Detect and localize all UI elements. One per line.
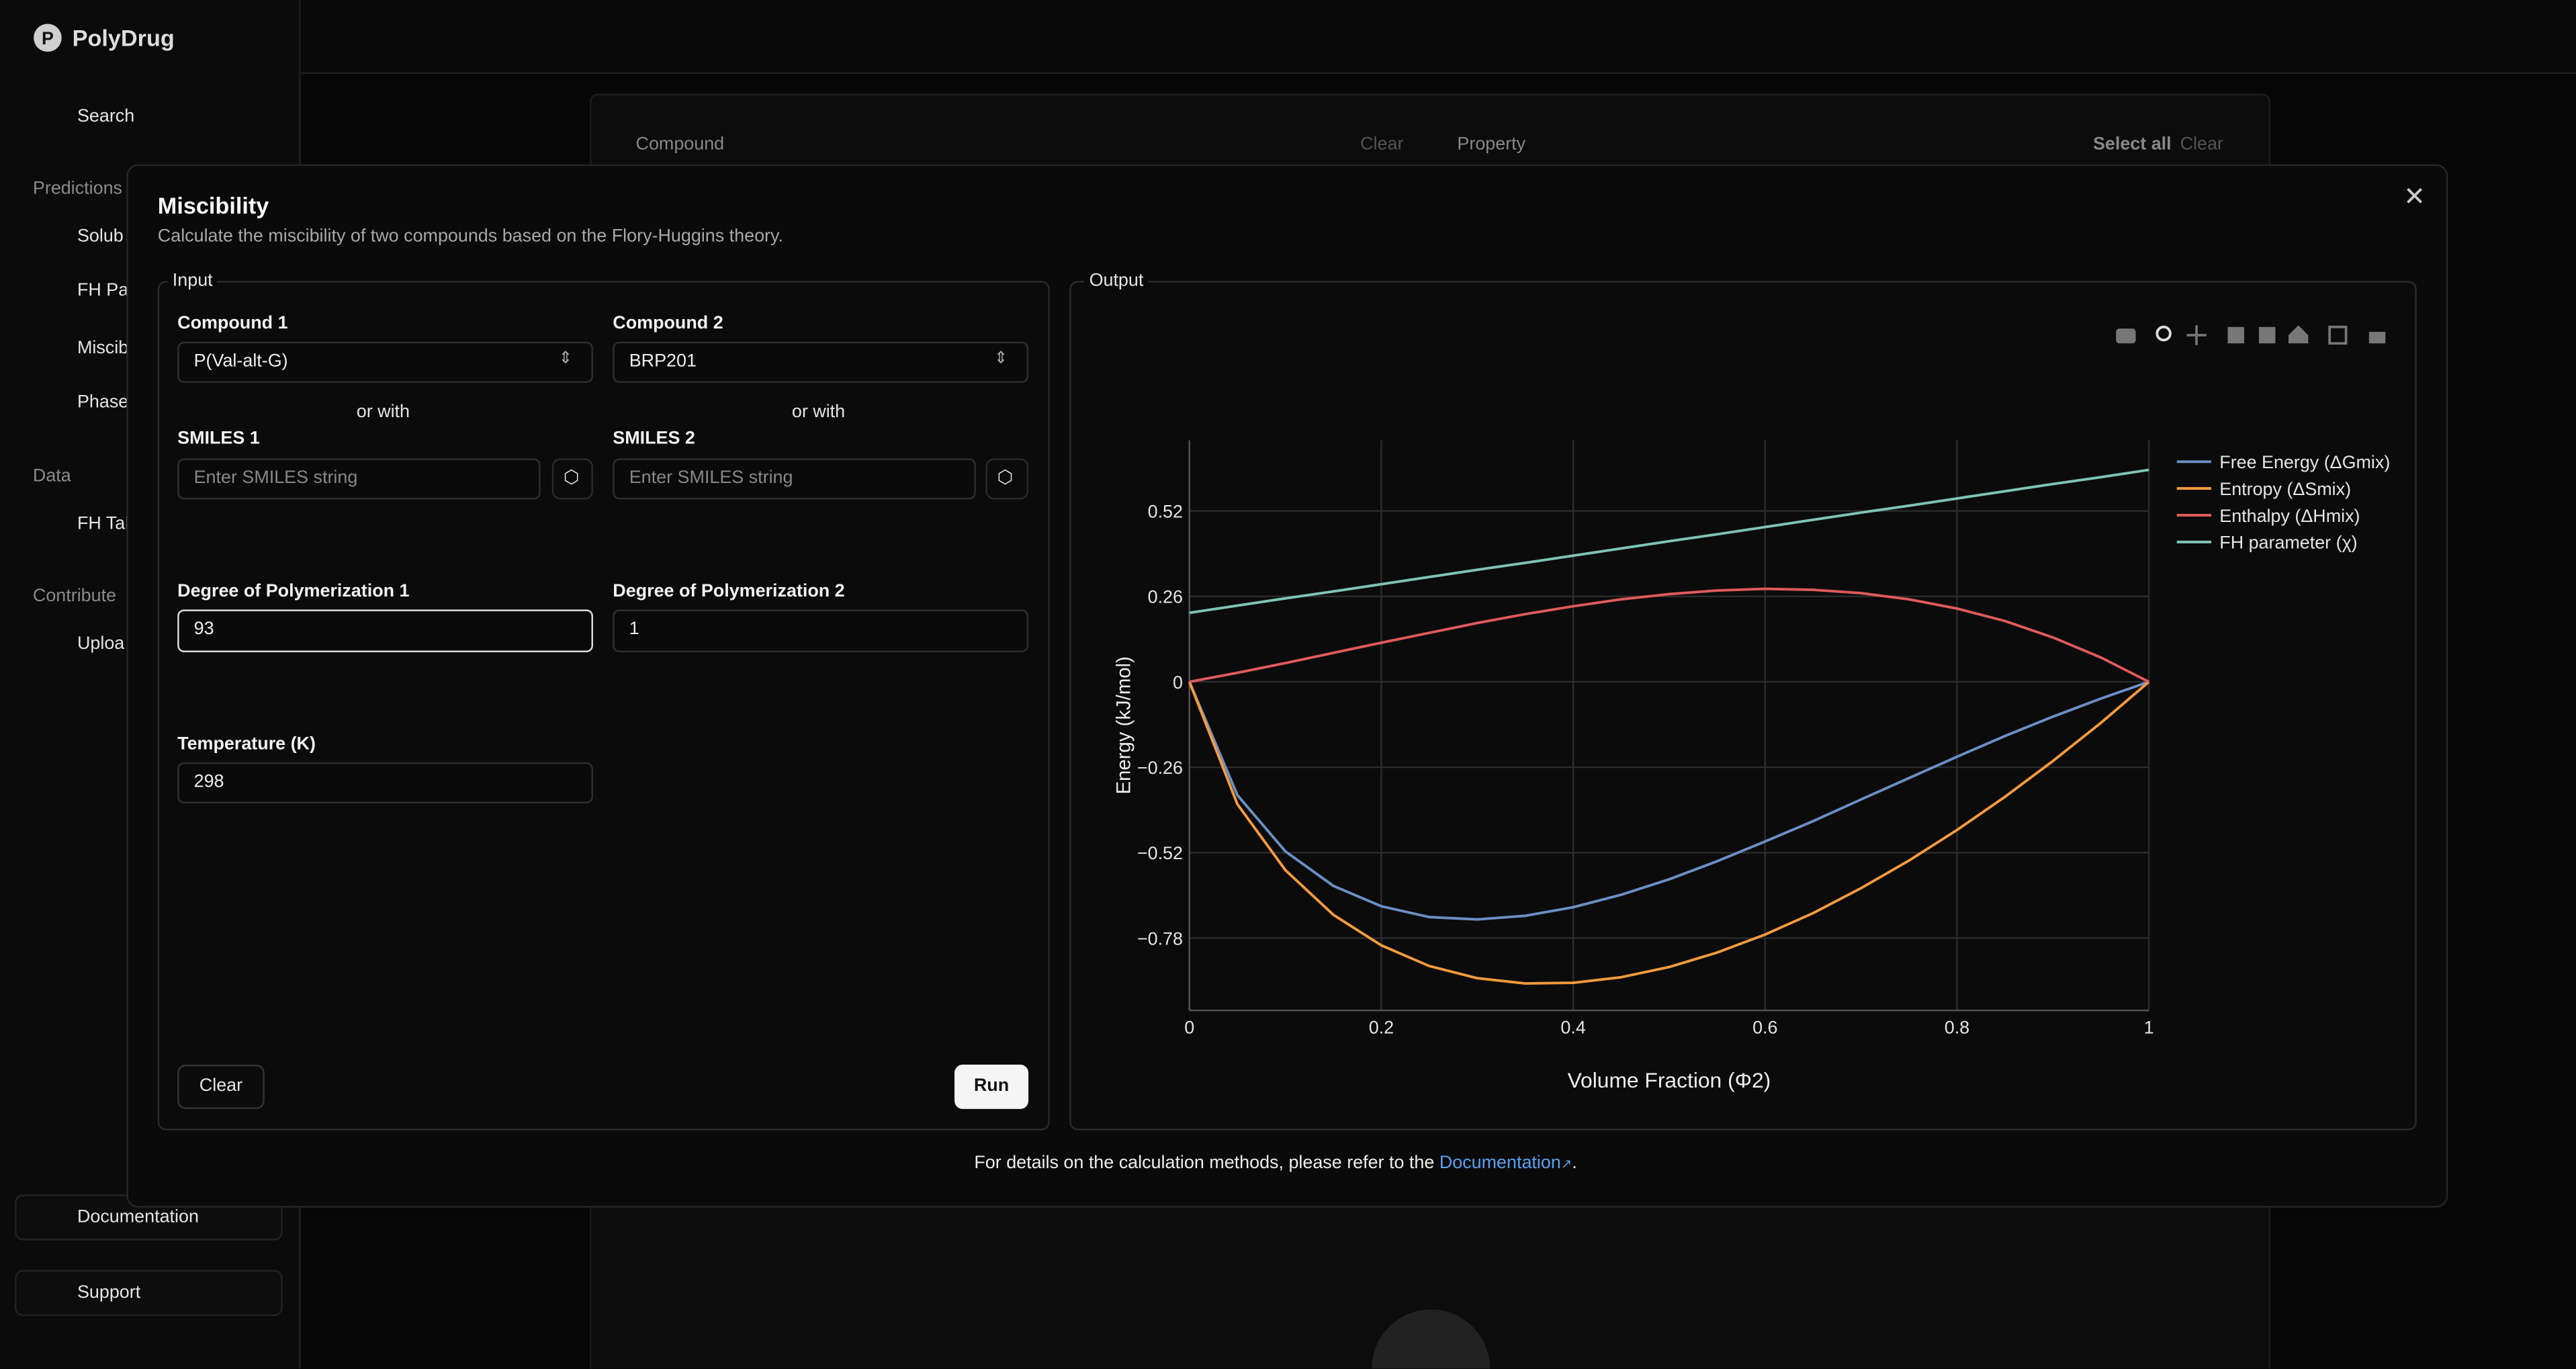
x-axis-title: Volume Fraction (Φ2) xyxy=(1568,1068,1771,1092)
nav-item[interactable]: Phase xyxy=(77,392,129,412)
mode-icon[interactable] xyxy=(2328,325,2348,345)
section: Predictions xyxy=(32,179,123,199)
mode-icon[interactable] xyxy=(2368,332,2386,344)
panel-legend: Output xyxy=(1084,271,1149,291)
field-label: Compound 2 xyxy=(613,314,723,334)
clear-button[interactable]: Clear xyxy=(177,1064,265,1109)
nav-search[interactable]: Search xyxy=(77,106,135,127)
y-tick-label: 0.26 xyxy=(1148,587,1183,607)
modebar xyxy=(2116,325,2386,345)
icon: ⬡ xyxy=(563,468,580,488)
text-input[interactable]: 298 xyxy=(177,762,593,803)
modal-title: Miscibility xyxy=(157,192,269,219)
y-tick-label: −0.52 xyxy=(1137,843,1183,863)
link-icon: ↗ xyxy=(1560,1156,1572,1172)
divider-text: or with xyxy=(791,402,846,423)
legend-label: Entropy (ΔSmix) xyxy=(2219,479,2351,499)
nav-item[interactable]: Support xyxy=(77,1283,141,1303)
nav-item[interactable]: FH Pa xyxy=(77,281,129,301)
legend-label: FH parameter (χ) xyxy=(2219,533,2357,553)
text-input[interactable]: Enter SMILES string xyxy=(613,458,976,500)
modal-description: Calculate the miscibility of two compoun… xyxy=(157,226,783,247)
support-button[interactable] xyxy=(15,1270,283,1317)
bg-link: Clear xyxy=(2180,134,2223,154)
icon-button[interactable] xyxy=(551,458,593,500)
x-tick-label: 1 xyxy=(2144,1017,2154,1037)
mode-icon[interactable] xyxy=(2227,326,2244,344)
footer-text: For details on the calculation methods, … xyxy=(974,1153,1576,1173)
y-tick-label: −0.78 xyxy=(1137,928,1183,948)
close[interactable]: ✕ xyxy=(2403,183,2426,212)
y-tick-label: 0.52 xyxy=(1148,501,1183,521)
mode-icon[interactable] xyxy=(2156,325,2172,342)
select[interactable]: P(Val-alt-G) xyxy=(177,341,593,383)
legend-label: Free Energy (ΔGmix) xyxy=(2219,452,2390,472)
select-icon: ⇕ xyxy=(558,349,573,368)
bg-link: Select all xyxy=(2092,134,2172,154)
mode-icon[interactable] xyxy=(2258,326,2276,344)
series-line xyxy=(1189,468,2149,615)
text-input[interactable]: 1 xyxy=(613,609,1029,652)
field-label: Degree of Polymerization 1 xyxy=(177,581,410,602)
section: Data xyxy=(32,466,71,486)
field-label: Temperature (K) xyxy=(177,734,316,754)
topbar xyxy=(300,0,2576,75)
svg-text:P: P xyxy=(42,28,54,48)
y-tick-label: 0 xyxy=(1173,672,1183,693)
series-line xyxy=(1189,587,2149,683)
footer-link[interactable]: Documentation xyxy=(1439,1153,1561,1174)
nav-item[interactable]: Solub xyxy=(77,226,124,247)
x-tick-label: 0.4 xyxy=(1560,1017,1585,1037)
logo: P xyxy=(34,24,62,52)
output-panel xyxy=(1069,281,2417,1131)
nav-item[interactable]: Uploa xyxy=(77,634,125,654)
mode-icon[interactable] xyxy=(2288,325,2309,344)
series-line xyxy=(1188,680,2149,921)
nav-item[interactable]: FH Tal xyxy=(77,514,130,534)
mode-icon[interactable] xyxy=(2116,328,2136,344)
select[interactable]: BRP201 xyxy=(613,341,1029,383)
mode-icon[interactable] xyxy=(2186,325,2207,345)
bg-label: Property xyxy=(1457,134,1526,154)
select-icon: ⇕ xyxy=(993,349,1008,368)
bg-label: Compound xyxy=(635,134,725,154)
bg-link: Clear xyxy=(1360,134,1404,154)
icon: ⬡ xyxy=(997,468,1014,488)
footer: For details on the calculation methods, … xyxy=(974,1153,1435,1174)
nav-item[interactable]: Documentation xyxy=(77,1207,199,1228)
x-tick-label: 0.6 xyxy=(1752,1017,1777,1037)
field-label: Compound 1 xyxy=(177,314,288,334)
panel-legend: Input xyxy=(167,271,218,291)
divider-text: or with xyxy=(356,402,410,423)
legend-label: Enthalpy (ΔHmix) xyxy=(2219,506,2360,526)
series-line xyxy=(1188,680,2150,985)
brand[interactable]: PolyDrug xyxy=(72,24,175,51)
icon-button[interactable] xyxy=(985,458,1029,500)
input-panel xyxy=(157,281,1050,1131)
section: Contribute xyxy=(32,586,117,607)
text-input[interactable]: Enter SMILES string xyxy=(177,458,541,500)
nav-item[interactable]: Miscib xyxy=(77,338,129,359)
run-button[interactable]: Run xyxy=(954,1064,1029,1109)
x-tick-label: 0 xyxy=(1184,1017,1194,1037)
y-axis-title: Energy (kJ/mol) xyxy=(1113,656,1135,794)
y-tick-label: −0.26 xyxy=(1137,758,1183,778)
field-label: SMILES 1 xyxy=(177,429,260,449)
field-label: SMILES 2 xyxy=(613,429,695,449)
footer-end: . xyxy=(1572,1153,1577,1174)
field-label: Degree of Polymerization 2 xyxy=(613,581,845,602)
x-tick-label: 0.8 xyxy=(1945,1017,1969,1037)
x-tick-label: 0.2 xyxy=(1369,1017,1394,1037)
text-input[interactable]: 93 xyxy=(177,609,593,652)
